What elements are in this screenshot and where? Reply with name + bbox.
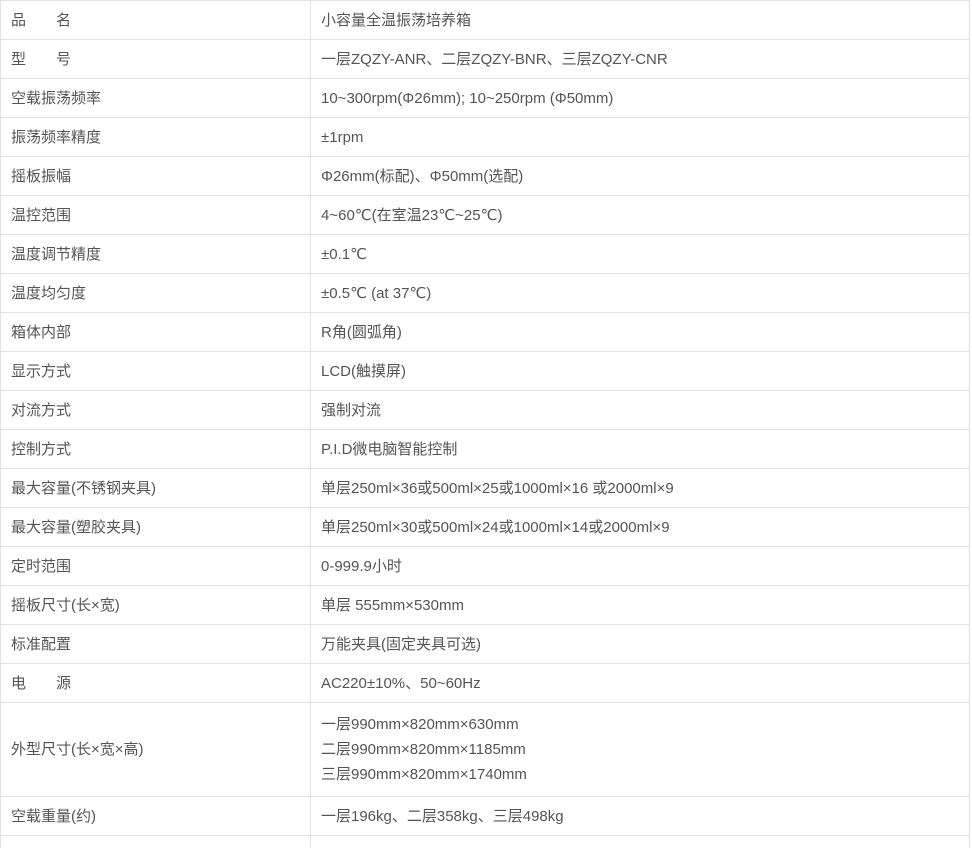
spec-label: 外型尺寸(长×宽×高) bbox=[0, 702, 311, 797]
spec-label: 最大容量(不锈钢夹具) bbox=[0, 468, 311, 508]
spec-row-partial-clipped bbox=[0, 835, 970, 848]
spec-value: 一层196kg、二层358kg、三层498kg bbox=[310, 796, 970, 836]
spec-value: ±0.5℃ (at 37℃) bbox=[310, 273, 970, 313]
spec-row-product-name: 品 名 小容量全温振荡培养箱 bbox=[0, 0, 970, 40]
spec-value: AC220±10%、50~60Hz bbox=[310, 663, 970, 703]
spec-row-display-type: 显示方式 LCD(触摸屏) bbox=[0, 351, 970, 391]
spec-value: 4~60℃(在室温23℃~25℃) bbox=[310, 195, 970, 235]
spec-label: 摇板尺寸(长×宽) bbox=[0, 585, 311, 625]
spec-label: 空载重量(约) bbox=[0, 796, 311, 836]
spec-value: 单层 555mm×530mm bbox=[310, 585, 970, 625]
spec-value: Φ26mm(标配)、Φ50mm(选配) bbox=[310, 156, 970, 196]
spec-label: 定时范围 bbox=[0, 546, 311, 586]
spec-row-max-capacity-plastic: 最大容量(塑胶夹具) 单层250ml×30或500ml×24或1000ml×14… bbox=[0, 507, 970, 547]
spec-label: 对流方式 bbox=[0, 390, 311, 430]
spec-row-empty-weight: 空载重量(约) 一层196kg、二层358kg、三层498kg bbox=[0, 796, 970, 836]
spec-row-external-dimensions: 外型尺寸(长×宽×高) 一层990mm×820mm×630mm 二层990mm×… bbox=[0, 702, 970, 797]
spec-label: 振荡频率精度 bbox=[0, 117, 311, 157]
spec-value-empty bbox=[310, 835, 970, 848]
spec-label-empty bbox=[0, 835, 311, 848]
spec-value: ±0.1℃ bbox=[310, 234, 970, 274]
spec-value: 单层250ml×36或500ml×25或1000ml×16 或2000ml×9 bbox=[310, 468, 970, 508]
spec-value: 10~300rpm(Φ26mm); 10~250rpm (Φ50mm) bbox=[310, 78, 970, 118]
spec-row-power-supply: 电 源 AC220±10%、50~60Hz bbox=[0, 663, 970, 703]
spec-value: 小容量全温振荡培养箱 bbox=[310, 0, 970, 40]
spec-label: 箱体内部 bbox=[0, 312, 311, 352]
spec-row-temperature-adjustment-precision: 温度调节精度 ±0.1℃ bbox=[0, 234, 970, 274]
spec-label: 型 号 bbox=[0, 39, 311, 79]
spec-value: 0-999.9小时 bbox=[310, 546, 970, 586]
spec-row-temperature-control-range: 温控范围 4~60℃(在室温23℃~25℃) bbox=[0, 195, 970, 235]
spec-row-temperature-uniformity: 温度均匀度 ±0.5℃ (at 37℃) bbox=[0, 273, 970, 313]
spec-value: 一层ZQZY-ANR、二层ZQZY-BNR、三层ZQZY-CNR bbox=[310, 39, 970, 79]
spec-label: 温度均匀度 bbox=[0, 273, 311, 313]
spec-row-shaking-amplitude: 摇板振幅 Φ26mm(标配)、Φ50mm(选配) bbox=[0, 156, 970, 196]
spec-value: 强制对流 bbox=[310, 390, 970, 430]
spec-value: ±1rpm bbox=[310, 117, 970, 157]
spec-label: 标准配置 bbox=[0, 624, 311, 664]
spec-label: 最大容量(塑胶夹具) bbox=[0, 507, 311, 547]
spec-row-oscillation-frequency-precision: 振荡频率精度 ±1rpm bbox=[0, 117, 970, 157]
spec-label: 品 名 bbox=[0, 0, 311, 40]
spec-value: 单层250ml×30或500ml×24或1000ml×14或2000ml×9 bbox=[310, 507, 970, 547]
spec-row-chamber-interior: 箱体内部 R角(圆弧角) bbox=[0, 312, 970, 352]
spec-label: 控制方式 bbox=[0, 429, 311, 469]
spec-row-tray-size: 摇板尺寸(长×宽) 单层 555mm×530mm bbox=[0, 585, 970, 625]
spec-value: 一层990mm×820mm×630mm 二层990mm×820mm×1185mm… bbox=[310, 702, 970, 797]
spec-value: LCD(触摸屏) bbox=[310, 351, 970, 391]
spec-row-standard-configuration: 标准配置 万能夹具(固定夹具可选) bbox=[0, 624, 970, 664]
spec-label: 电 源 bbox=[0, 663, 311, 703]
spec-value: R角(圆弧角) bbox=[310, 312, 970, 352]
spec-label: 显示方式 bbox=[0, 351, 311, 391]
spec-label: 摇板振幅 bbox=[0, 156, 311, 196]
spec-label: 温度调节精度 bbox=[0, 234, 311, 274]
spec-label: 温控范围 bbox=[0, 195, 311, 235]
spec-value: 万能夹具(固定夹具可选) bbox=[310, 624, 970, 664]
spec-row-control-type: 控制方式 P.I.D微电脑智能控制 bbox=[0, 429, 970, 469]
spec-row-no-load-oscillation-frequency: 空载振荡频率 10~300rpm(Φ26mm); 10~250rpm (Φ50m… bbox=[0, 78, 970, 118]
spec-row-timer-range: 定时范围 0-999.9小时 bbox=[0, 546, 970, 586]
spec-row-model: 型 号 一层ZQZY-ANR、二层ZQZY-BNR、三层ZQZY-CNR bbox=[0, 39, 970, 79]
spec-value: P.I.D微电脑智能控制 bbox=[310, 429, 970, 469]
spec-row-convection-type: 对流方式 强制对流 bbox=[0, 390, 970, 430]
spec-label: 空载振荡频率 bbox=[0, 78, 311, 118]
spec-row-max-capacity-stainless: 最大容量(不锈钢夹具) 单层250ml×36或500ml×25或1000ml×1… bbox=[0, 468, 970, 508]
